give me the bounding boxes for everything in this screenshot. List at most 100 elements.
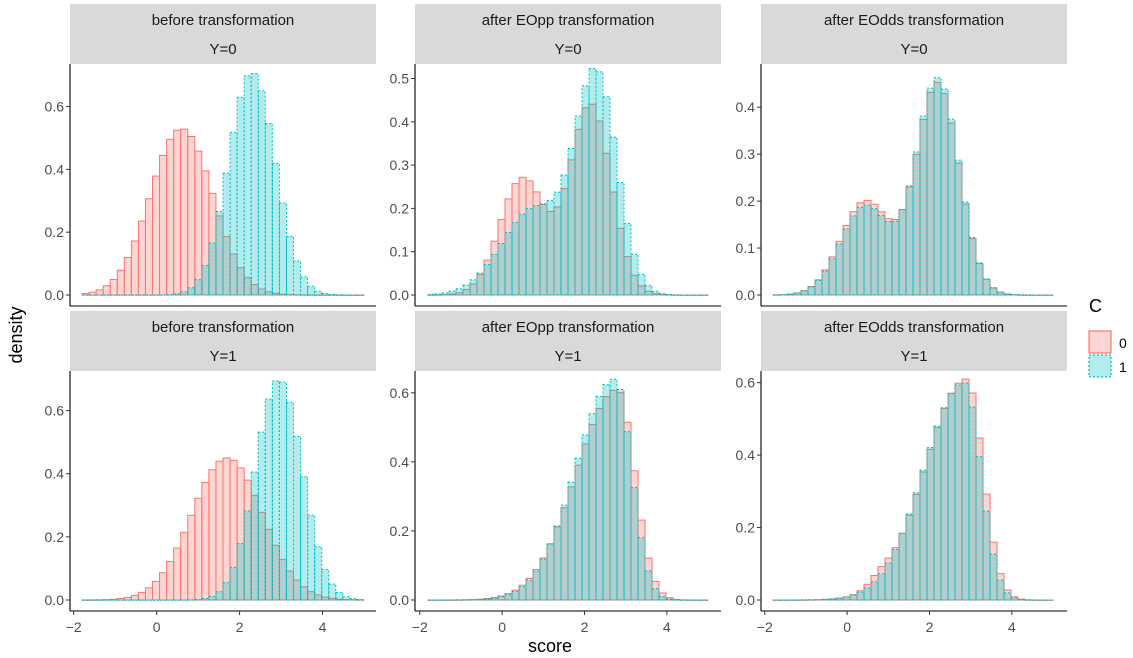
histogram-bar (926, 446, 935, 601)
series-c1 (772, 382, 1054, 601)
histogram-bar (144, 198, 153, 296)
histogram-bar (518, 213, 527, 296)
histogram-bar (208, 242, 217, 296)
histogram-bar (497, 242, 506, 296)
series-c0 (81, 128, 365, 296)
histogram-bar (441, 292, 450, 296)
histogram-bar (905, 185, 914, 296)
x-tick-label: −2 (412, 619, 428, 635)
series-c1 (81, 73, 365, 296)
histogram-bar (553, 525, 562, 601)
facet-strip-group: Y=0 (209, 41, 236, 58)
panels-layer: before transformationY=00.00.20.40.6afte… (45, 4, 1067, 635)
histogram-bar (257, 431, 266, 601)
histogram-bar (602, 384, 611, 601)
histogram-bar (300, 276, 309, 296)
histogram-bar (588, 68, 597, 296)
x-tick-label: 2 (236, 619, 244, 635)
histogram-bar (314, 290, 323, 296)
histogram-bar (222, 582, 231, 601)
histogram-bar (123, 257, 132, 296)
histogram-bar (1003, 293, 1012, 296)
facet-panel: after EOpp transformation Y=0 0.0 0.1 0.2 0.3… (390, 4, 721, 307)
y-tick-label: 0.6 (45, 403, 65, 419)
histogram-bar (201, 264, 210, 296)
facet-strip-title: before transformation (152, 12, 295, 29)
histogram-bar (560, 504, 569, 601)
histogram-bar (651, 290, 660, 296)
histogram-bar (229, 131, 238, 296)
histogram-bar (658, 595, 667, 601)
legend-key-c0 (1088, 330, 1112, 354)
histogram-bar (236, 543, 245, 601)
histogram-bar (835, 243, 844, 296)
legend-label-c1: 1 (1119, 359, 1127, 375)
histogram-bar (173, 547, 182, 601)
histogram-bar (285, 235, 295, 296)
histogram-bar (201, 598, 210, 601)
facet-strip (70, 4, 376, 64)
histogram-bar (187, 136, 196, 296)
histogram-bar (307, 514, 316, 601)
facet-strip (415, 4, 721, 64)
histogram-bar (504, 231, 513, 296)
histogram-bar (208, 595, 217, 601)
y-tick-label: 0.4 (390, 114, 410, 130)
histogram-bar (842, 228, 851, 296)
x-tick-label: 4 (1008, 619, 1016, 635)
histogram-bar (271, 162, 280, 296)
series-c1 (81, 380, 365, 601)
histogram-bar (665, 598, 674, 601)
histogram-bar (300, 476, 309, 601)
histogram-bar (476, 598, 485, 601)
histogram-bar (814, 280, 823, 296)
histogram-bar (173, 293, 182, 296)
histogram-bar (595, 395, 604, 601)
y-tick-label: 0.6 (390, 385, 410, 401)
histogram-bar (982, 510, 991, 601)
facet-strip (761, 311, 1067, 371)
histogram-bar (166, 138, 175, 296)
histogram-bar (947, 118, 956, 296)
legend-title: C (1089, 296, 1102, 316)
series-c0 (427, 103, 709, 296)
histogram-bar (849, 215, 858, 296)
histogram-bar (989, 287, 998, 296)
histogram-bar (912, 492, 921, 601)
y-tick-label: 0.1 (736, 240, 756, 256)
histogram-bar (448, 290, 457, 296)
histogram-bar (828, 258, 837, 296)
histogram-bar (954, 384, 963, 601)
histogram-bar (215, 460, 224, 601)
y-tick-label: 0.4 (45, 161, 65, 177)
histogram-bar (504, 594, 513, 601)
histogram-bar (278, 381, 287, 601)
histogram-bar (264, 398, 273, 601)
histogram-bar (807, 286, 816, 296)
histogram-bar (884, 562, 893, 601)
y-tick-label: 0.4 (736, 99, 756, 115)
facet-strip-group: Y=1 (554, 348, 581, 365)
histogram-bar (525, 208, 534, 296)
histogram-bar (236, 96, 245, 296)
histogram-bar (130, 240, 139, 296)
series-c0 (81, 457, 365, 601)
histogram-bar (581, 85, 590, 296)
histogram-bar (933, 77, 942, 296)
histogram-bar (511, 221, 520, 296)
y-tick-label: 0.0 (736, 592, 756, 608)
histogram-bar (609, 136, 618, 296)
histogram-bar (996, 579, 1005, 601)
histogram-bar (616, 389, 625, 601)
facet-strip-title: after EOpp transformation (482, 319, 655, 336)
histogram-bar (328, 293, 337, 296)
histogram-bar (229, 566, 238, 601)
histogram-bar (222, 457, 231, 601)
histogram-bar (856, 206, 865, 296)
histogram-bar (152, 175, 161, 296)
histogram-bar (961, 382, 970, 601)
x-tick-label: 2 (581, 619, 589, 635)
histogram-bar (116, 269, 125, 296)
histogram-bar (476, 272, 485, 296)
histogram-bar (870, 208, 879, 296)
